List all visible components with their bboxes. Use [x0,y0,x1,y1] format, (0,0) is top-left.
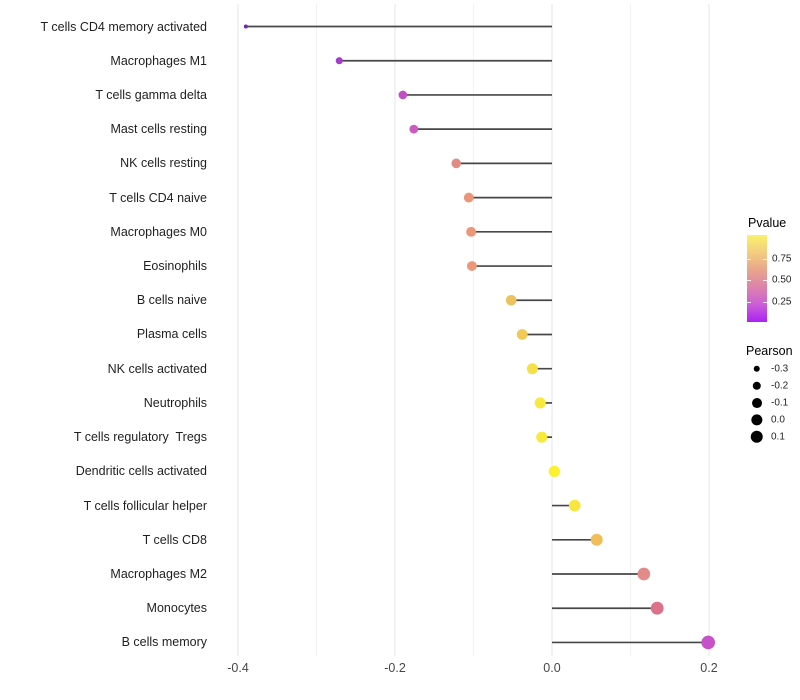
lollipop-dot [701,635,716,650]
pearson-legend-title: Pearson [746,344,793,358]
lollipop-dot [568,499,581,512]
y-axis-label: Mast cells resting [110,122,207,137]
y-axis-label: NK cells activated [107,361,207,376]
y-axis-label: T cells regulatory Tregs [73,430,207,445]
lollipop-dot [526,363,538,375]
y-axis-label: Monocytes [146,601,207,616]
y-axis-label: NK cells resting [120,156,207,171]
lollipop-dot [466,226,477,237]
lollipop-dot [451,158,462,169]
pvalue-bar-tick [763,301,767,303]
lollipop-dot [637,567,651,581]
y-axis-label: Neutrophils [143,395,207,410]
pvalue-gradient-bar [747,235,767,322]
x-axis-tick-label: 0.2 [700,661,718,675]
pvalue-bar-tick [747,301,751,303]
lollipop-dot [534,397,546,409]
pearson-legend-label: 0.0 [771,414,785,426]
pvalue-bar-tick [763,280,767,282]
y-axis-label: Macrophages M1 [110,53,207,68]
pearson-legend-label: -0.1 [771,397,789,409]
lollipop-dot [536,431,548,443]
x-axis-tick-label: -0.4 [227,661,249,675]
x-axis-tick-label: 0.0 [543,661,561,675]
lollipop-dot [505,294,517,306]
y-axis-label: T cells CD4 memory activated [40,19,208,34]
pearson-legend-label: -0.2 [771,380,789,392]
pvalue-tick-label: 0.75 [772,253,792,265]
y-axis-label: Plasma cells [136,327,207,342]
lollipop-dot [463,192,474,203]
lollipop-dot [650,601,664,615]
pvalue-tick-label: 0.50 [772,274,792,286]
pvalue-legend-title: Pvalue [748,216,787,230]
lollipop-dot [516,329,528,340]
lollipop-dot [409,124,419,134]
y-axis-label: Macrophages M2 [110,567,207,582]
y-axis-label: Macrophages M0 [110,224,207,239]
pearson-legend-label: 0.1 [771,431,785,443]
pvalue-bar-tick [747,280,751,282]
y-axis-label: Eosinophils [143,259,207,274]
y-axis-label: T cells follicular helper [83,498,207,513]
pearson-legend-label: -0.3 [771,363,789,375]
pearson-legend-dot [751,414,763,426]
pvalue-tick-label: 0.25 [772,296,792,308]
y-axis-label: B cells memory [121,635,207,650]
lollipop-dot [243,24,248,29]
pearson-legend-dot [752,381,762,391]
lollipop-dot [335,57,343,65]
x-axis-tick-label: -0.2 [384,661,406,675]
y-axis-label: B cells naive [136,293,207,308]
lollipop-dot [590,533,603,546]
pearson-legend-dot [753,365,761,373]
lollipop-dot [398,90,408,100]
y-axis-label: T cells CD4 naive [109,190,207,205]
pearson-legend-dot [750,430,764,444]
pearson-legend-dot [752,398,762,408]
y-axis-label: T cells CD8 [142,532,207,547]
y-axis-label: Dendritic cells activated [75,464,207,479]
lollipop-dot [548,465,561,478]
pvalue-bar-tick [747,258,751,260]
pvalue-bar-tick [763,258,767,260]
lollipop-dot [466,261,477,272]
y-axis-label: T cells gamma delta [95,87,207,102]
